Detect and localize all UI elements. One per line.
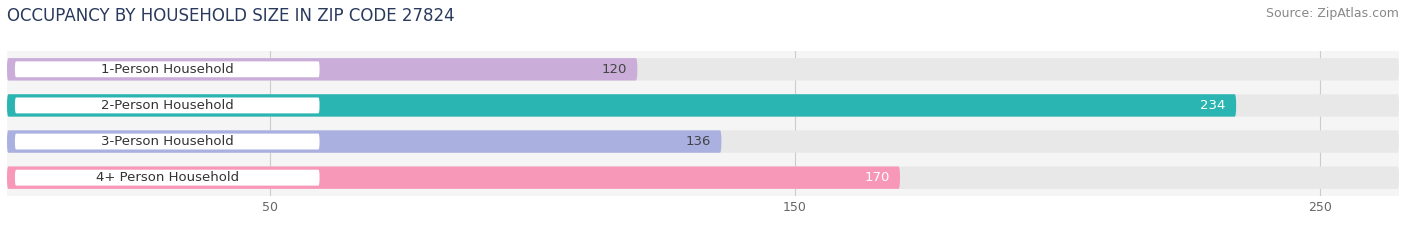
FancyBboxPatch shape [7, 94, 1236, 117]
Text: 136: 136 [686, 135, 711, 148]
FancyBboxPatch shape [7, 58, 1399, 81]
FancyBboxPatch shape [7, 58, 637, 81]
Text: Source: ZipAtlas.com: Source: ZipAtlas.com [1265, 7, 1399, 20]
FancyBboxPatch shape [7, 166, 1399, 189]
Text: 2-Person Household: 2-Person Household [101, 99, 233, 112]
Text: 4+ Person Household: 4+ Person Household [96, 171, 239, 184]
FancyBboxPatch shape [15, 134, 319, 150]
Text: OCCUPANCY BY HOUSEHOLD SIZE IN ZIP CODE 27824: OCCUPANCY BY HOUSEHOLD SIZE IN ZIP CODE … [7, 7, 454, 25]
FancyBboxPatch shape [15, 170, 319, 186]
FancyBboxPatch shape [15, 97, 319, 113]
FancyBboxPatch shape [7, 94, 1399, 117]
FancyBboxPatch shape [7, 166, 900, 189]
Text: 170: 170 [865, 171, 890, 184]
Text: 3-Person Household: 3-Person Household [101, 135, 233, 148]
FancyBboxPatch shape [15, 61, 319, 77]
Text: 1-Person Household: 1-Person Household [101, 63, 233, 76]
FancyBboxPatch shape [7, 130, 721, 153]
Text: 234: 234 [1201, 99, 1226, 112]
FancyBboxPatch shape [7, 130, 1399, 153]
Text: 120: 120 [602, 63, 627, 76]
